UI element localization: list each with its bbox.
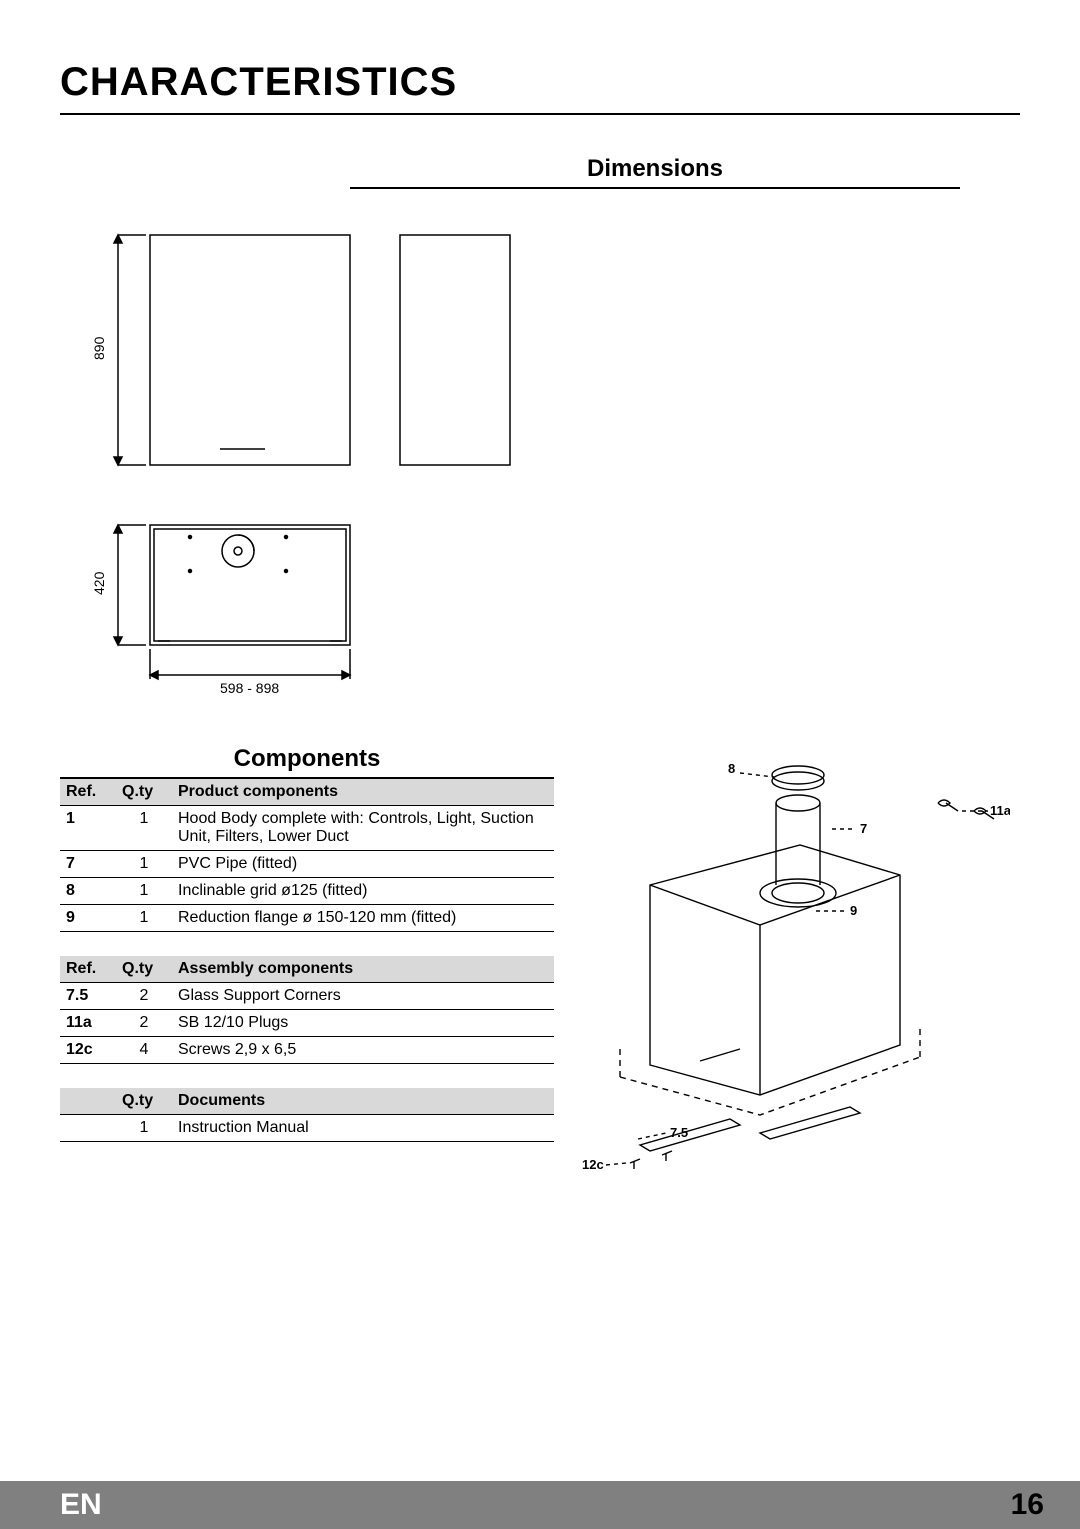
cell-desc: Screws 2,9 x 6,5 (172, 1037, 554, 1064)
cell-ref: 12c (60, 1037, 116, 1064)
dim-width-label: 598 - 898 (220, 680, 279, 696)
th-desc: Product components (172, 779, 554, 806)
th-desc: Documents (172, 1088, 554, 1115)
page-footer: EN 16 (0, 1481, 1080, 1529)
cell-desc: Instruction Manual (172, 1115, 554, 1142)
footer-language: EN (60, 1488, 102, 1522)
table-row: 7 1 PVC Pipe (fitted) (60, 851, 554, 878)
plan-view-icon: 420 598 - 898 (80, 515, 370, 715)
th-desc: Assembly components (172, 956, 554, 983)
cell-qty: 4 (116, 1037, 172, 1064)
table-row: 1 1 Hood Body complete with: Controls, L… (60, 806, 554, 851)
page-title: CHARACTERISTICS (60, 60, 1020, 105)
table-row: 7.5 2 Glass Support Corners (60, 983, 554, 1010)
th-ref (60, 1088, 116, 1115)
exploded-label-7: 7 (860, 821, 867, 836)
th-ref: Ref. (60, 956, 116, 983)
th-qty: Q.ty (116, 779, 172, 806)
exploded-label-9: 9 (850, 903, 857, 918)
cell-ref: 9 (60, 905, 116, 932)
table-row: 12c 4 Screws 2,9 x 6,5 (60, 1037, 554, 1064)
product-components-table: Ref. Q.ty Product components 1 1 Hood Bo… (60, 779, 554, 932)
th-qty: Q.ty (116, 1088, 172, 1115)
dimensions-area: 890 (60, 225, 1020, 725)
cell-desc: Glass Support Corners (172, 983, 554, 1010)
exploded-label-8: 8 (728, 761, 735, 776)
cell-desc: Inclinable grid ø125 (fitted) (172, 878, 554, 905)
dim-890-label: 890 (91, 336, 107, 360)
cell-desc: Reduction flange ø 150-120 mm (fitted) (172, 905, 554, 932)
cell-qty: 2 (116, 983, 172, 1010)
table-row: 11a 2 SB 12/10 Plugs (60, 1010, 554, 1037)
cell-ref (60, 1115, 116, 1142)
components-row: Components Ref. Q.ty Product components … (60, 745, 1020, 1185)
cell-qty: 1 (116, 905, 172, 932)
title-rule (60, 113, 1020, 115)
section-dimensions-heading: Dimensions (350, 155, 960, 189)
table-row: 1 Instruction Manual (60, 1115, 554, 1142)
cell-qty: 2 (116, 1010, 172, 1037)
front-elevation-1-icon: 890 (80, 225, 370, 485)
dim-420-label: 420 (91, 571, 107, 595)
assembly-components-table: Ref. Q.ty Assembly components 7.5 2 Glas… (60, 956, 554, 1064)
table-row: 8 1 Inclinable grid ø125 (fitted) (60, 878, 554, 905)
documents-table: Q.ty Documents 1 Instruction Manual (60, 1088, 554, 1142)
cell-ref: 7.5 (60, 983, 116, 1010)
front-elevation-2-icon (390, 225, 530, 485)
cell-qty: 1 (116, 806, 172, 851)
footer-page-number: 16 (1011, 1488, 1044, 1522)
th-qty: Q.ty (116, 956, 172, 983)
th-ref: Ref. (60, 779, 116, 806)
exploded-label-7-5: 7.5 (670, 1125, 688, 1140)
exploded-label-11a: 11a (990, 803, 1010, 818)
cell-qty: 1 (116, 1115, 172, 1142)
cell-ref: 11a (60, 1010, 116, 1037)
section-components-heading: Components (60, 745, 554, 779)
cell-qty: 1 (116, 878, 172, 905)
cell-qty: 1 (116, 851, 172, 878)
cell-desc: SB 12/10 Plugs (172, 1010, 554, 1037)
cell-desc: Hood Body complete with: Controls, Light… (172, 806, 554, 851)
exploded-diagram-icon: 8 7 9 11a 7.5 12c (570, 745, 1010, 1185)
cell-ref: 7 (60, 851, 116, 878)
cell-ref: 1 (60, 806, 116, 851)
exploded-label-12c: 12c (582, 1157, 604, 1172)
table-row: 9 1 Reduction flange ø 150-120 mm (fitte… (60, 905, 554, 932)
cell-desc: PVC Pipe (fitted) (172, 851, 554, 878)
cell-ref: 8 (60, 878, 116, 905)
